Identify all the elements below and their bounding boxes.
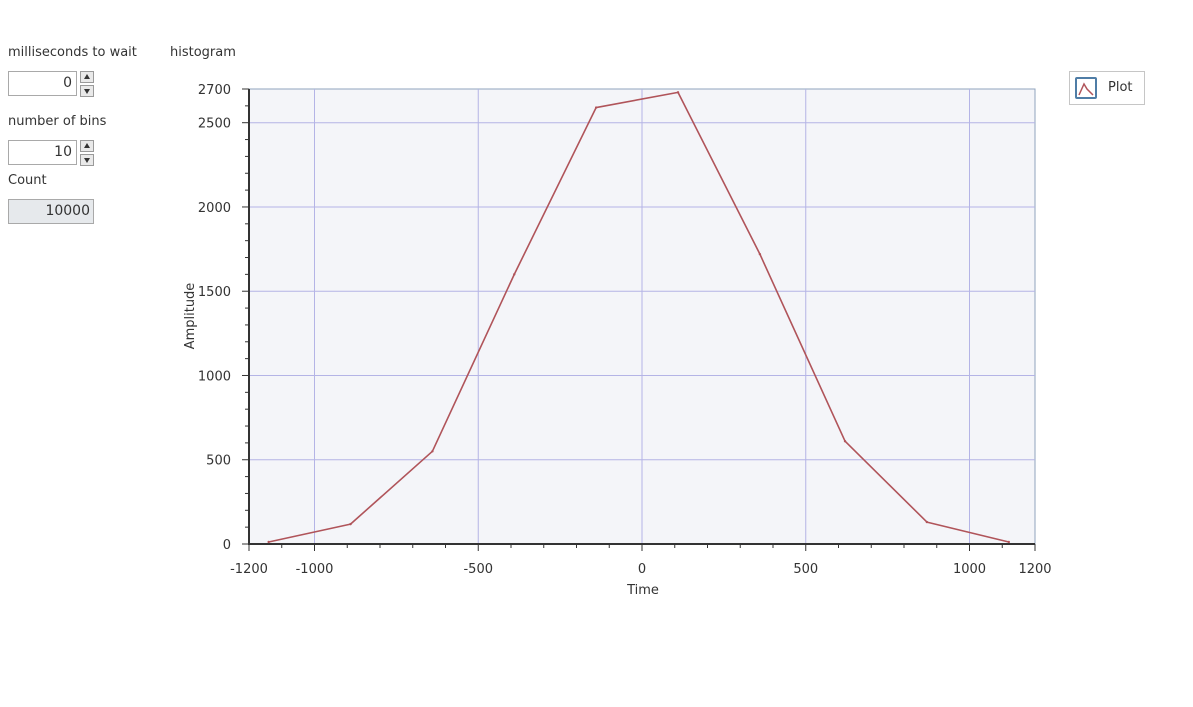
data-point [513, 273, 516, 276]
tick-marks [242, 88, 1036, 551]
legend-label-plot: Plot [1108, 80, 1133, 95]
chart-legend[interactable]: Plot [1069, 71, 1145, 105]
data-point [925, 520, 929, 524]
x-tick-label: -1000 [296, 562, 334, 577]
x-axis-label: Time [626, 583, 659, 598]
x-tick-label: -1200 [230, 562, 268, 577]
series-layer [267, 91, 1010, 544]
y-axis-label: Amplitude [183, 283, 198, 350]
data-point [267, 540, 270, 544]
data-point [431, 450, 434, 453]
y-tick-label: 2700 [198, 83, 231, 98]
chart-title: histogram [170, 45, 236, 60]
count-label: Count [8, 173, 47, 188]
data-point [676, 91, 680, 94]
x-tick-label: 1000 [953, 562, 986, 577]
bins-label: number of bins [8, 114, 107, 129]
bins-increment-button[interactable] [80, 140, 94, 152]
y-tick-label: 2500 [198, 117, 231, 132]
plot-line-icon[interactable] [1075, 77, 1097, 99]
data-point [843, 440, 847, 443]
y-tick-label: 0 [223, 538, 231, 553]
x-tick-label: 0 [638, 562, 646, 577]
bins-input[interactable]: 10 [8, 140, 77, 165]
wait-increment-button[interactable] [80, 71, 94, 83]
x-tick-label: -500 [463, 562, 493, 577]
data-point [594, 106, 598, 109]
wait-input[interactable]: 0 [8, 71, 77, 96]
grid-lines [249, 89, 1035, 544]
series-line-plot [268, 91, 1009, 543]
data-point [758, 252, 762, 256]
wait-decrement-button[interactable] [80, 85, 94, 97]
y-tick-label: 1000 [198, 369, 231, 384]
data-point [349, 522, 352, 526]
x-tick-label: 500 [793, 562, 818, 577]
y-tick-label: 2000 [198, 201, 231, 216]
x-tick-label: 1200 [1018, 562, 1051, 577]
count-indicator: 10000 [8, 199, 94, 224]
y-tick-label: 500 [206, 454, 231, 469]
data-point [1007, 540, 1010, 544]
bins-decrement-button[interactable] [80, 154, 94, 166]
tick-labels: -1200 -1000 -500 0 500 1000 1200 0 500 1000 1500 20… [198, 83, 1052, 577]
y-tick-label: 1500 [198, 285, 231, 300]
wait-label: milliseconds to wait [8, 45, 137, 60]
